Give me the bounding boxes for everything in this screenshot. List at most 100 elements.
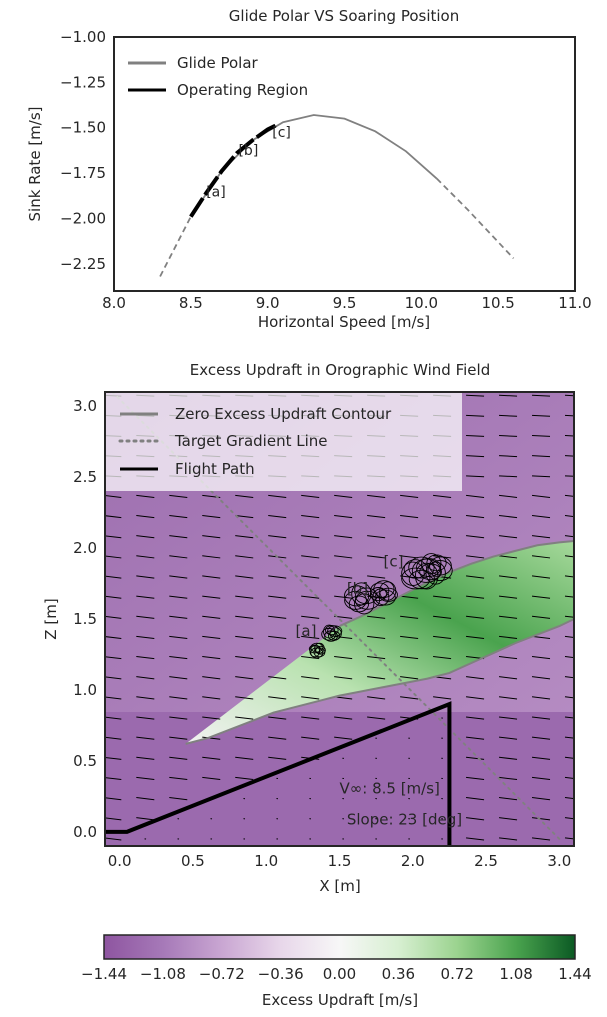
wind-vector — [498, 837, 518, 841]
chart2-ytick-label: 1.0 — [73, 681, 97, 699]
wind-vector — [466, 535, 485, 539]
wind-vector — [334, 595, 353, 599]
wind-vector — [564, 837, 574, 840]
wind-vector — [498, 776, 518, 781]
wind-vector — [531, 797, 551, 801]
wind-vector — [268, 615, 287, 619]
wind-vector — [564, 535, 574, 538]
wind-vector — [466, 736, 485, 740]
wind-vector — [466, 837, 485, 841]
wind-vector — [498, 676, 518, 680]
wind-vector — [136, 656, 155, 660]
zero-contour-lower — [185, 618, 574, 745]
flight-path-loop — [419, 563, 442, 581]
wind-vector — [531, 535, 551, 539]
wind-vector — [105, 756, 122, 760]
wind-vector — [466, 635, 485, 640]
wind-vector — [169, 514, 188, 519]
wind-vector — [564, 736, 574, 739]
wind-vector — [466, 716, 485, 720]
chart2-ytick-label: 2.0 — [73, 539, 97, 557]
wind-vector — [202, 615, 221, 619]
chart2-annotation: Slope: 23 [deg] — [347, 811, 462, 829]
chart2-frame — [104, 391, 575, 847]
wind-vector — [564, 676, 574, 679]
wind-vector — [367, 676, 386, 680]
wind-vector — [433, 696, 452, 700]
wind-vector — [466, 555, 485, 559]
wind-vector — [334, 676, 353, 680]
wind-vector — [367, 535, 386, 539]
wind-vector — [466, 595, 485, 599]
wind-vector — [268, 656, 287, 660]
wind-vector — [564, 455, 574, 457]
wind-vector — [531, 494, 551, 498]
wind-vector — [367, 555, 386, 559]
wind-vector — [400, 656, 419, 660]
chart1-annotation: [b] — [238, 143, 258, 159]
wind-vector — [301, 696, 320, 700]
chart2-xtick-label: 0.0 — [108, 852, 132, 870]
chart2-legend: Zero Excess Updraft Contour Target Gradi… — [118, 405, 392, 478]
operating-region-line — [189, 122, 280, 218]
wind-vector — [136, 756, 155, 760]
wind-vector — [433, 635, 452, 640]
wind-vector — [433, 656, 452, 660]
chart1-ytick-label: −1.00 — [60, 28, 106, 46]
wind-vector — [235, 696, 254, 700]
wind-vector — [334, 555, 353, 559]
wind-vector — [498, 575, 518, 579]
wind-vector — [466, 394, 485, 397]
wind-vector — [105, 515, 122, 519]
wind-vector — [367, 615, 386, 619]
wind-vector — [169, 776, 188, 781]
wind-vector — [136, 776, 155, 781]
colorbar-tick-label: −1.44 — [81, 965, 127, 983]
wind-vector — [531, 414, 551, 417]
wind-vector — [136, 514, 155, 519]
wind-vector — [531, 776, 551, 781]
wind-vector — [105, 636, 122, 640]
wind-vector — [531, 635, 551, 640]
wind-vector — [531, 676, 551, 680]
wind-vector — [564, 595, 574, 598]
wind-vector — [202, 736, 221, 740]
chart2-title: Excess Updraft in Orographic Wind Field — [190, 361, 490, 379]
chart1-xtick-label: 10.0 — [405, 294, 438, 312]
chart2-xtick-label: 1.0 — [254, 852, 278, 870]
flight-path-loop — [372, 588, 390, 607]
chart1-ytick-label: −1.25 — [60, 73, 106, 91]
wind-vector — [169, 696, 188, 700]
wind-vector — [235, 595, 254, 599]
chart2-ytick-label: 0.5 — [73, 752, 97, 770]
wind-vector — [334, 575, 353, 579]
wind-vector — [531, 756, 551, 760]
ramp-slope-outline — [105, 701, 452, 846]
wind-vector — [105, 817, 122, 821]
wind-vector — [367, 575, 386, 579]
wind-vector — [169, 756, 188, 760]
wind-vector — [105, 535, 122, 539]
wind-vector — [235, 756, 254, 760]
wind-vector — [105, 595, 122, 599]
wind-vector — [202, 555, 221, 559]
wind-vector — [169, 716, 188, 720]
wind-vector — [531, 575, 551, 579]
chart2-xtick-label: 0.5 — [181, 852, 205, 870]
wind-vector — [466, 817, 485, 821]
wind-vector — [136, 555, 155, 559]
wind-vector — [564, 494, 574, 497]
wind-vector — [498, 696, 518, 700]
flight-path-loop — [425, 561, 446, 585]
wind-vector — [202, 514, 221, 519]
wind-vector — [169, 736, 188, 740]
zero-contour-upper — [339, 539, 574, 628]
wind-vector — [235, 656, 254, 660]
wind-vector — [564, 394, 574, 397]
flight-path-loop — [369, 587, 387, 602]
flight-path-loop — [314, 642, 325, 654]
wind-vector — [301, 656, 320, 660]
wind-vector — [136, 797, 155, 801]
wind-vector — [235, 635, 254, 640]
